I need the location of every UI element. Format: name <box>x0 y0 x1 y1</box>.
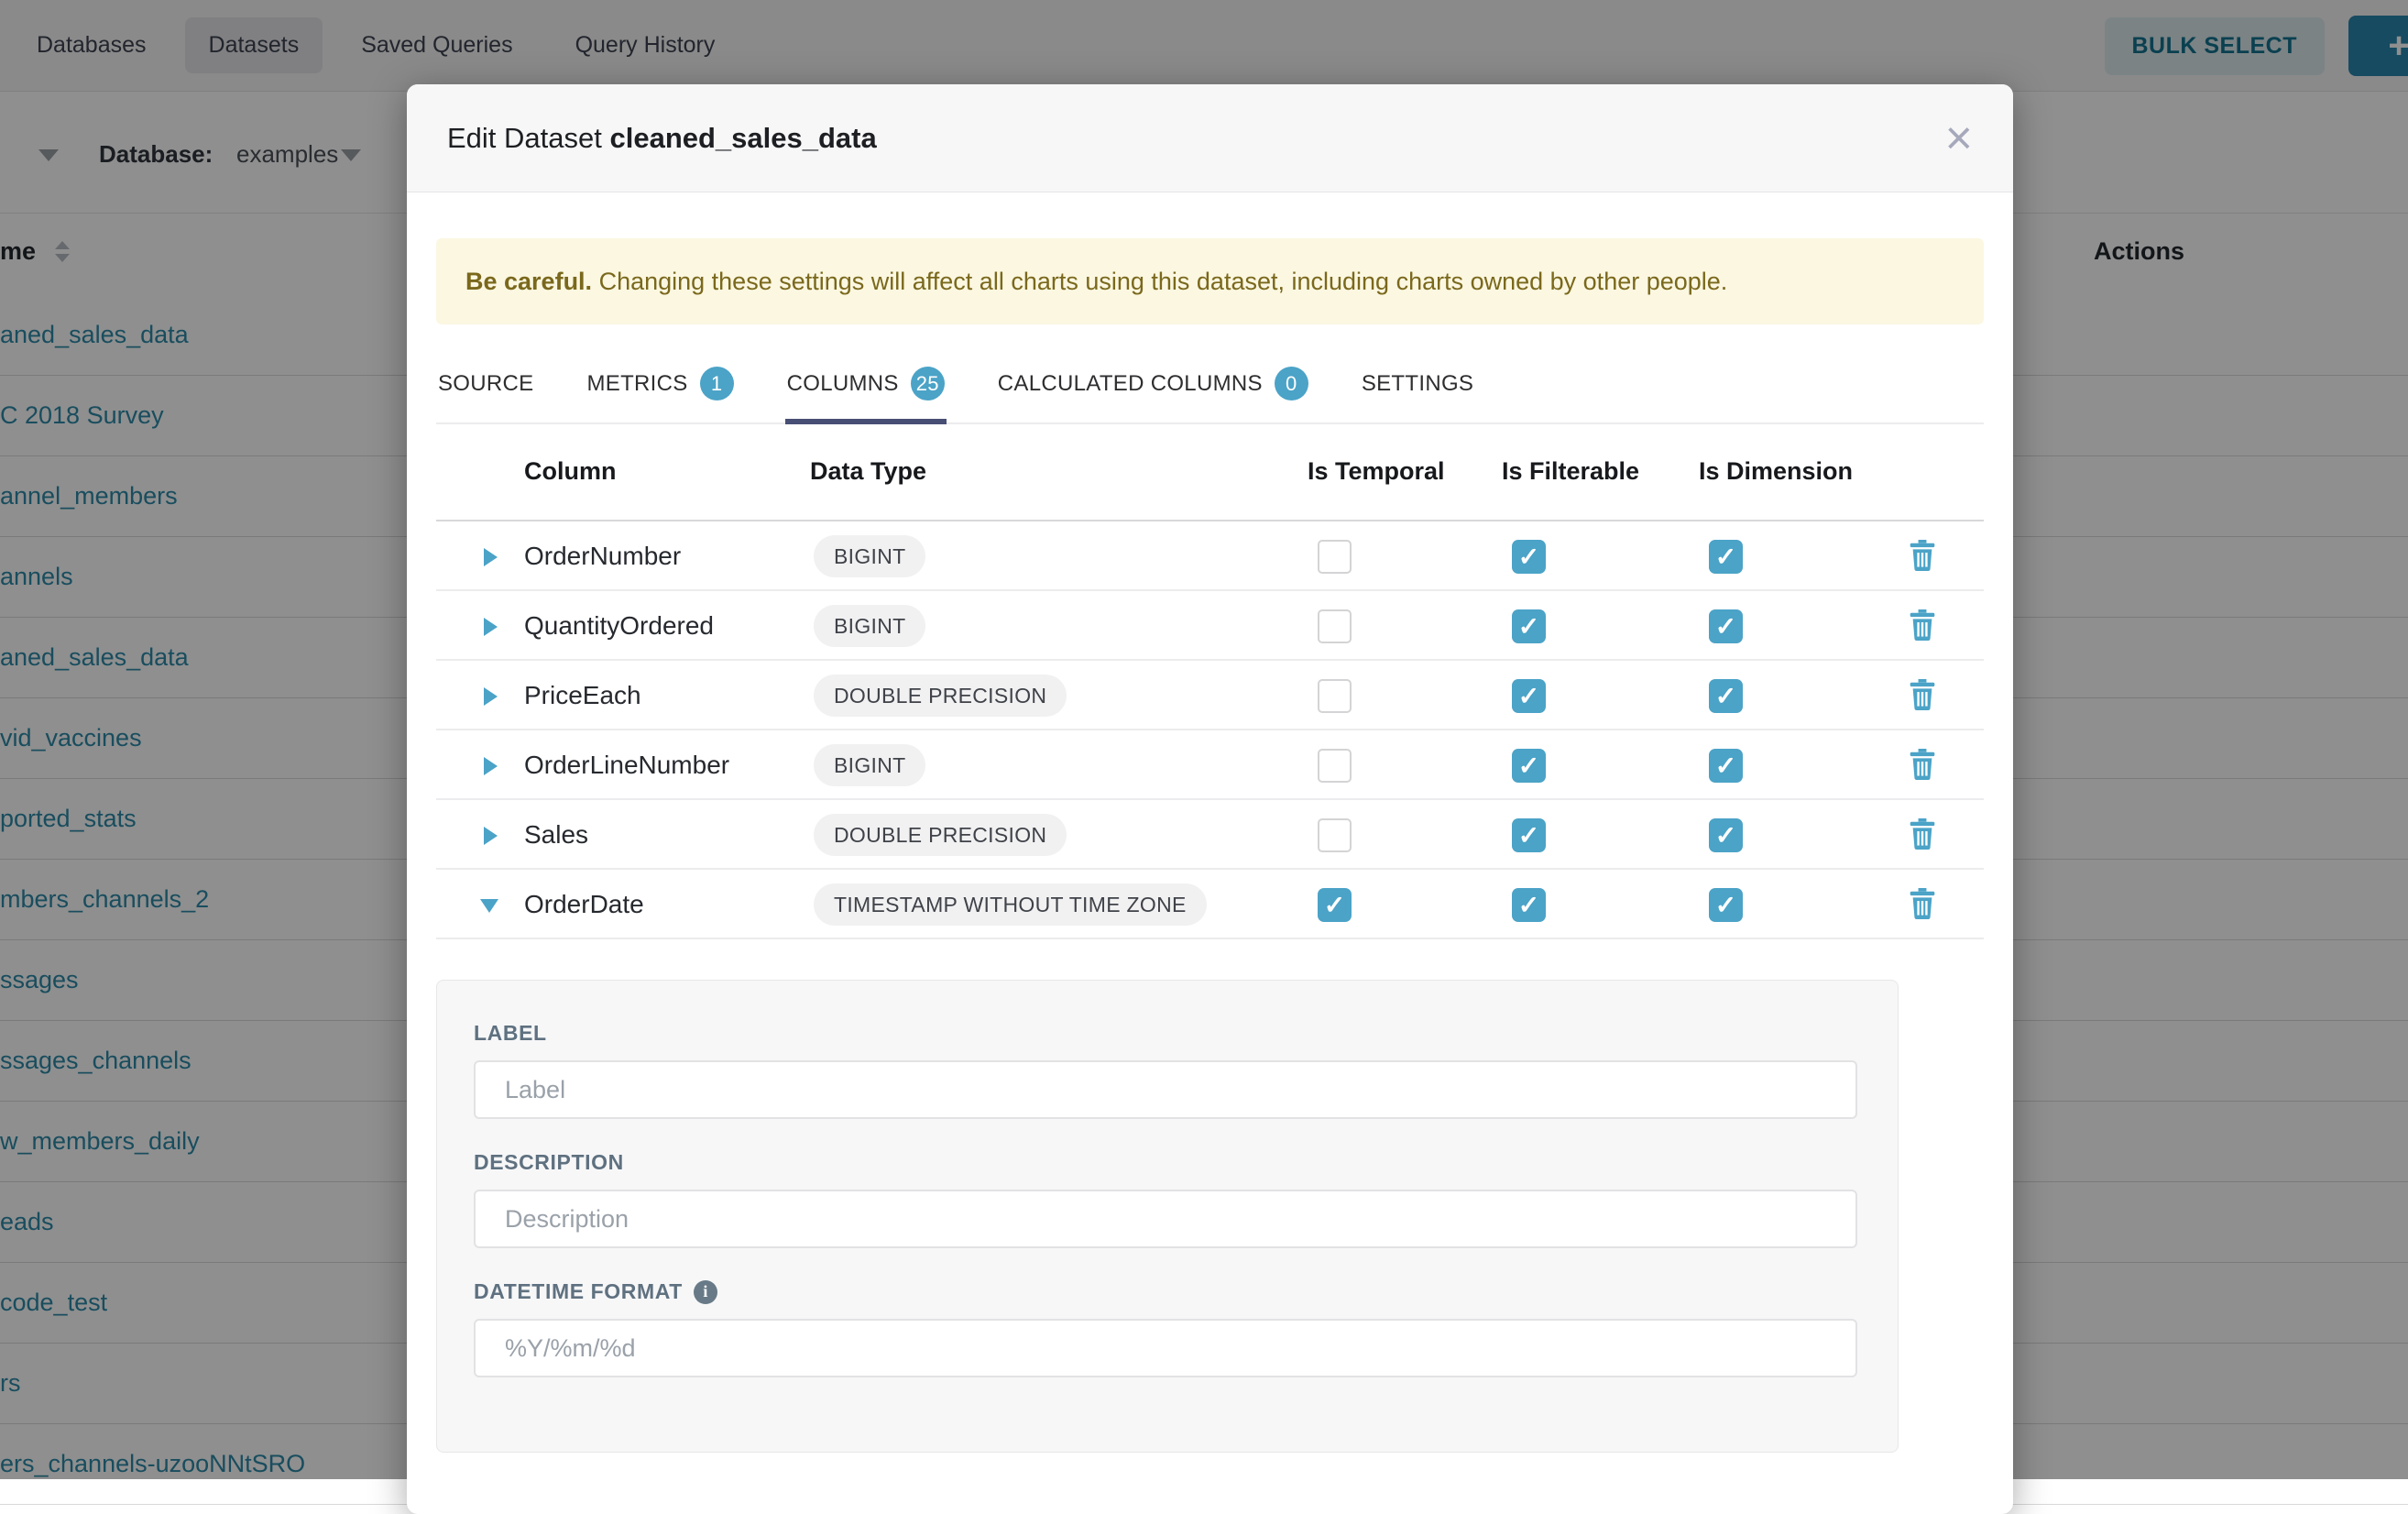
is-dimension-checkbox[interactable] <box>1709 888 1743 922</box>
label-input[interactable] <box>474 1060 1857 1119</box>
column-name: OrderDate <box>524 870 644 939</box>
field-label: DESCRIPTION <box>474 1150 624 1175</box>
column-header-column: Column <box>524 457 617 486</box>
tab-columns[interactable]: COLUMNS 25 <box>785 354 947 422</box>
tab-count-badge: 1 <box>700 367 734 400</box>
delete-column-icon[interactable] <box>1909 818 1936 854</box>
field-datetime-format: DATETIME FORMAT i <box>474 1279 1861 1377</box>
data-type-pill: DOUBLE PRECISION <box>814 814 1067 856</box>
delete-column-icon[interactable] <box>1909 749 1936 784</box>
column-name: PriceEach <box>524 661 641 730</box>
is-temporal-checkbox[interactable] <box>1318 679 1352 713</box>
columns-table-header: Column Data Type Is Temporal Is Filterable I… <box>436 424 1984 521</box>
tab-metrics[interactable]: METRICS 1 <box>585 354 735 422</box>
column-header-is-dimension: Is Dimension <box>1699 457 1853 486</box>
is-dimension-checkbox[interactable] <box>1709 540 1743 574</box>
modal-body: Be careful. Changing these settings will… <box>407 238 2013 1453</box>
column-name: OrderLineNumber <box>524 730 729 800</box>
is-dimension-checkbox[interactable] <box>1709 609 1743 643</box>
is-filterable-checkbox[interactable] <box>1512 749 1546 783</box>
column-detail-panel: LABEL DESCRIPTION DATETIME FORMAT i <box>436 980 1899 1453</box>
columns-table-body: OrderNumber BIGINT QuantityOrdered BIGINT Pr… <box>436 521 1984 939</box>
column-row: OrderLineNumber BIGINT <box>436 730 1984 800</box>
modal-title-dataset-name: cleaned_sales_data <box>609 122 876 154</box>
column-row: OrderNumber BIGINT <box>436 521 1984 591</box>
column-name: OrderNumber <box>524 521 681 591</box>
field-label-row: LABEL <box>474 1021 1861 1046</box>
field-description: DESCRIPTION <box>474 1150 1861 1248</box>
tab-label: SOURCE <box>438 371 533 397</box>
column-row: PriceEach DOUBLE PRECISION <box>436 661 1984 730</box>
expand-caret-icon[interactable] <box>484 827 498 845</box>
delete-column-icon[interactable] <box>1909 679 1936 715</box>
is-filterable-checkbox[interactable] <box>1512 609 1546 643</box>
column-row: QuantityOrdered BIGINT <box>436 591 1984 661</box>
data-type-pill: DOUBLE PRECISION <box>814 675 1067 717</box>
is-filterable-checkbox[interactable] <box>1512 888 1546 922</box>
close-icon[interactable]: × <box>1945 115 1973 162</box>
tab-label: CALCULATED COLUMNS <box>998 371 1263 397</box>
column-header-data-type: Data Type <box>810 457 926 486</box>
field-label-row: DATETIME FORMAT i <box>474 1279 1861 1304</box>
is-filterable-checkbox[interactable] <box>1512 818 1546 852</box>
column-row: Sales DOUBLE PRECISION <box>436 800 1984 870</box>
datetime-format-input[interactable] <box>474 1319 1857 1377</box>
is-temporal-checkbox[interactable] <box>1318 888 1352 922</box>
is-temporal-checkbox[interactable] <box>1318 540 1352 574</box>
field-label: LABEL <box>474 1021 1861 1119</box>
is-dimension-checkbox[interactable] <box>1709 749 1743 783</box>
delete-column-icon[interactable] <box>1909 888 1936 924</box>
tab-source[interactable]: SOURCE <box>436 354 535 422</box>
is-filterable-checkbox[interactable] <box>1512 679 1546 713</box>
edit-dataset-modal: Edit Dataset cleaned_sales_data × Be car… <box>407 84 2013 1514</box>
data-type-pill: BIGINT <box>814 535 925 577</box>
data-type-pill: BIGINT <box>814 605 925 647</box>
field-label: LABEL <box>474 1021 547 1046</box>
info-icon[interactable]: i <box>694 1280 717 1304</box>
column-name: Sales <box>524 800 588 870</box>
is-temporal-checkbox[interactable] <box>1318 609 1352 643</box>
warning-banner: Be careful. Changing these settings will… <box>436 238 1984 324</box>
data-type-pill: TIMESTAMP WITHOUT TIME ZONE <box>814 883 1207 926</box>
delete-column-icon[interactable] <box>1909 540 1936 576</box>
column-detail-fields: LABEL DESCRIPTION DATETIME FORMAT i <box>474 1021 1861 1377</box>
description-input[interactable] <box>474 1190 1857 1248</box>
field-label: DATETIME FORMAT <box>474 1279 683 1304</box>
modal-header: Edit Dataset cleaned_sales_data × <box>407 84 2013 192</box>
expand-caret-icon[interactable] <box>484 548 498 566</box>
column-row: OrderDate TIMESTAMP WITHOUT TIME ZONE <box>436 870 1984 939</box>
tab-label: METRICS <box>586 371 687 397</box>
expand-caret-icon[interactable] <box>484 757 498 775</box>
modal-title: Edit Dataset cleaned_sales_data <box>447 122 877 155</box>
expand-caret-icon[interactable] <box>484 618 498 636</box>
tab-settings[interactable]: SETTINGS <box>1360 354 1475 422</box>
collapse-caret-icon[interactable] <box>480 899 498 913</box>
modal-tabs: SOURCE METRICS 1 COLUMNS 25 CALCULATED COLUMN… <box>436 354 1984 424</box>
is-temporal-checkbox[interactable] <box>1318 749 1352 783</box>
data-type-pill: BIGINT <box>814 744 925 786</box>
tab-count-badge: 25 <box>911 367 945 400</box>
column-header-is-filterable: Is Filterable <box>1502 457 1639 486</box>
tab-count-badge: 0 <box>1275 367 1308 400</box>
tab-calculated-columns[interactable]: CALCULATED COLUMNS 0 <box>996 354 1310 422</box>
is-dimension-checkbox[interactable] <box>1709 679 1743 713</box>
field-label-row: DESCRIPTION <box>474 1150 1861 1175</box>
warning-bold-text: Be careful. <box>465 268 592 295</box>
tab-label: COLUMNS <box>787 371 899 397</box>
is-temporal-checkbox[interactable] <box>1318 818 1352 852</box>
is-filterable-checkbox[interactable] <box>1512 540 1546 574</box>
delete-column-icon[interactable] <box>1909 609 1936 645</box>
expand-caret-icon[interactable] <box>484 687 498 706</box>
warning-text: Changing these settings will affect all … <box>592 268 1727 295</box>
column-name: QuantityOrdered <box>524 591 714 661</box>
tab-label: SETTINGS <box>1362 371 1473 397</box>
is-dimension-checkbox[interactable] <box>1709 818 1743 852</box>
modal-title-prefix: Edit Dataset <box>447 122 609 154</box>
column-header-is-temporal: Is Temporal <box>1308 457 1445 486</box>
